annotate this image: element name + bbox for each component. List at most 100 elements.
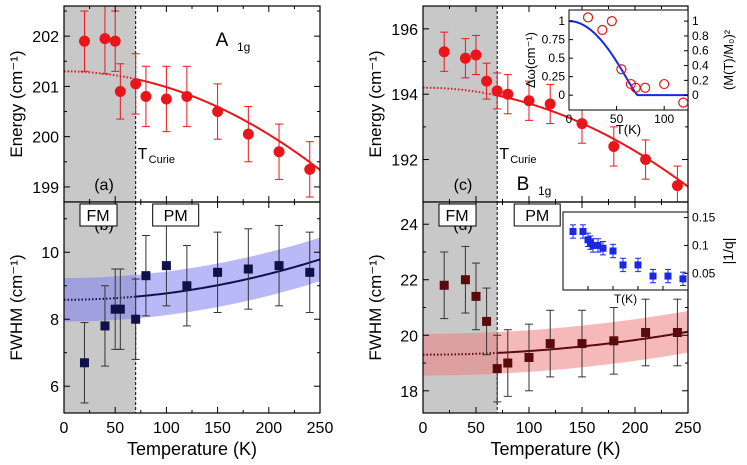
y-tick-label: 194 [391, 87, 418, 104]
pm-box [152, 203, 200, 227]
y-tick-label: 199 [32, 180, 59, 197]
data-point [634, 261, 642, 269]
data-point [242, 128, 254, 140]
data-point [78, 35, 90, 47]
y-tick-label: 196 [391, 22, 418, 39]
y-tick-label-right: 1 [692, 14, 699, 28]
y-tick-label: 192 [391, 153, 418, 170]
x-tick-label: 100 [153, 420, 180, 437]
inset-frame [568, 9, 689, 111]
y-tick-label-right: 0.8 [692, 29, 709, 43]
y-tick-label: 202 [32, 29, 59, 46]
inset-y-label-right: (M(T)/M₀)² [721, 29, 736, 90]
plot-area-d [423, 202, 688, 413]
data-point [545, 339, 555, 349]
inset-y-label: Δω(cm⁻¹) [523, 32, 538, 88]
y-tick-label: 18 [400, 384, 418, 401]
data-point [471, 291, 481, 301]
mode-label: B [517, 174, 530, 195]
y-tick-label: 8 [50, 312, 59, 329]
x-axis-label: Temperature (K) [490, 439, 620, 459]
plot-area-b [64, 202, 320, 413]
data-point [569, 228, 577, 235]
panel-d: 18 20 22 24 0 50 100 150 200 250 Temperature (K) FW… [366, 201, 701, 459]
plot-area-c [423, 6, 688, 202]
y-tick-label-right: 0 [692, 88, 699, 102]
mode-label: A [216, 30, 229, 51]
y-tick-label-right: 0.4 [692, 59, 709, 73]
x-tick-label: 0 [60, 420, 69, 437]
panel-label: (a) [94, 177, 114, 194]
data-point [182, 281, 192, 291]
fm-box [438, 203, 477, 227]
data-point [243, 264, 253, 274]
x-axis-label: Temperature (K) [127, 439, 257, 459]
fit-band [64, 237, 320, 322]
data-point [213, 267, 223, 277]
data-point [609, 247, 617, 255]
data-point [659, 78, 670, 90]
data-point [460, 275, 470, 285]
x-tick-label: 200 [255, 420, 282, 437]
plot-area-a [64, 6, 320, 202]
data-point [649, 272, 657, 280]
data-point [470, 49, 482, 61]
x-tick-label: 50 [610, 112, 624, 126]
data-point [481, 75, 493, 87]
y-tick-label: 24 [400, 217, 418, 234]
y-tick-label: 22 [400, 273, 418, 290]
data-point [576, 118, 588, 130]
y-tick-label-right: 0.15 [692, 211, 716, 225]
data-point [161, 261, 171, 271]
x-tick-label: 200 [622, 420, 649, 437]
data-point [492, 364, 502, 374]
data-point [305, 267, 315, 277]
fm-label: FM [86, 208, 109, 225]
data-point [141, 271, 151, 281]
y-tick-label: 0.25 [542, 70, 566, 84]
fm-label: FM [445, 208, 468, 225]
data-point [274, 261, 284, 271]
inset-x-label: T(K) [616, 122, 641, 137]
data-point [130, 78, 142, 90]
y-tick-label-right: 0.2 [692, 73, 709, 87]
fm-region [64, 6, 136, 202]
data-point [679, 275, 687, 283]
y-tick-label-right: 0.05 [692, 266, 716, 280]
data-point [439, 280, 449, 290]
data-point [131, 314, 141, 324]
data-point [523, 95, 535, 107]
data-point [589, 241, 597, 249]
data-point [640, 82, 651, 93]
data-point [99, 33, 111, 45]
curie-subscript: Curie [149, 154, 175, 166]
data-point [502, 88, 514, 100]
data-point [619, 261, 627, 269]
data-point [616, 64, 627, 75]
y-tick-label: 20 [400, 328, 418, 345]
panel-c: 192 194 196 Energy (cm⁻¹) (c) B 1g T Curie [366, 5, 689, 203]
y-axis-label: Energy (cm⁻¹) [366, 50, 385, 157]
data-point [579, 228, 587, 235]
y-axis-label: FWHM (cm⁻¹) [366, 254, 385, 360]
mode-subscript: 1g [237, 40, 250, 54]
data-point [640, 154, 652, 166]
data-point [491, 85, 503, 97]
data-point [597, 24, 608, 36]
curie-label: T [499, 146, 509, 163]
inset-d: 0.05 0.1 0.15 T(K) |1/q| [562, 211, 736, 306]
panel-label: (c) [454, 177, 473, 194]
fm-box [79, 203, 118, 227]
fit-curve-dotted [64, 70, 136, 81]
y-tick-label: 0 [558, 88, 565, 102]
data-point [577, 339, 587, 349]
data-point [114, 85, 126, 97]
pm-label: PM [164, 208, 188, 225]
data-point [109, 35, 121, 47]
data-point [140, 90, 152, 102]
y-tick-label: 6 [50, 379, 59, 396]
data-point [641, 327, 651, 337]
pm-box [513, 203, 561, 227]
